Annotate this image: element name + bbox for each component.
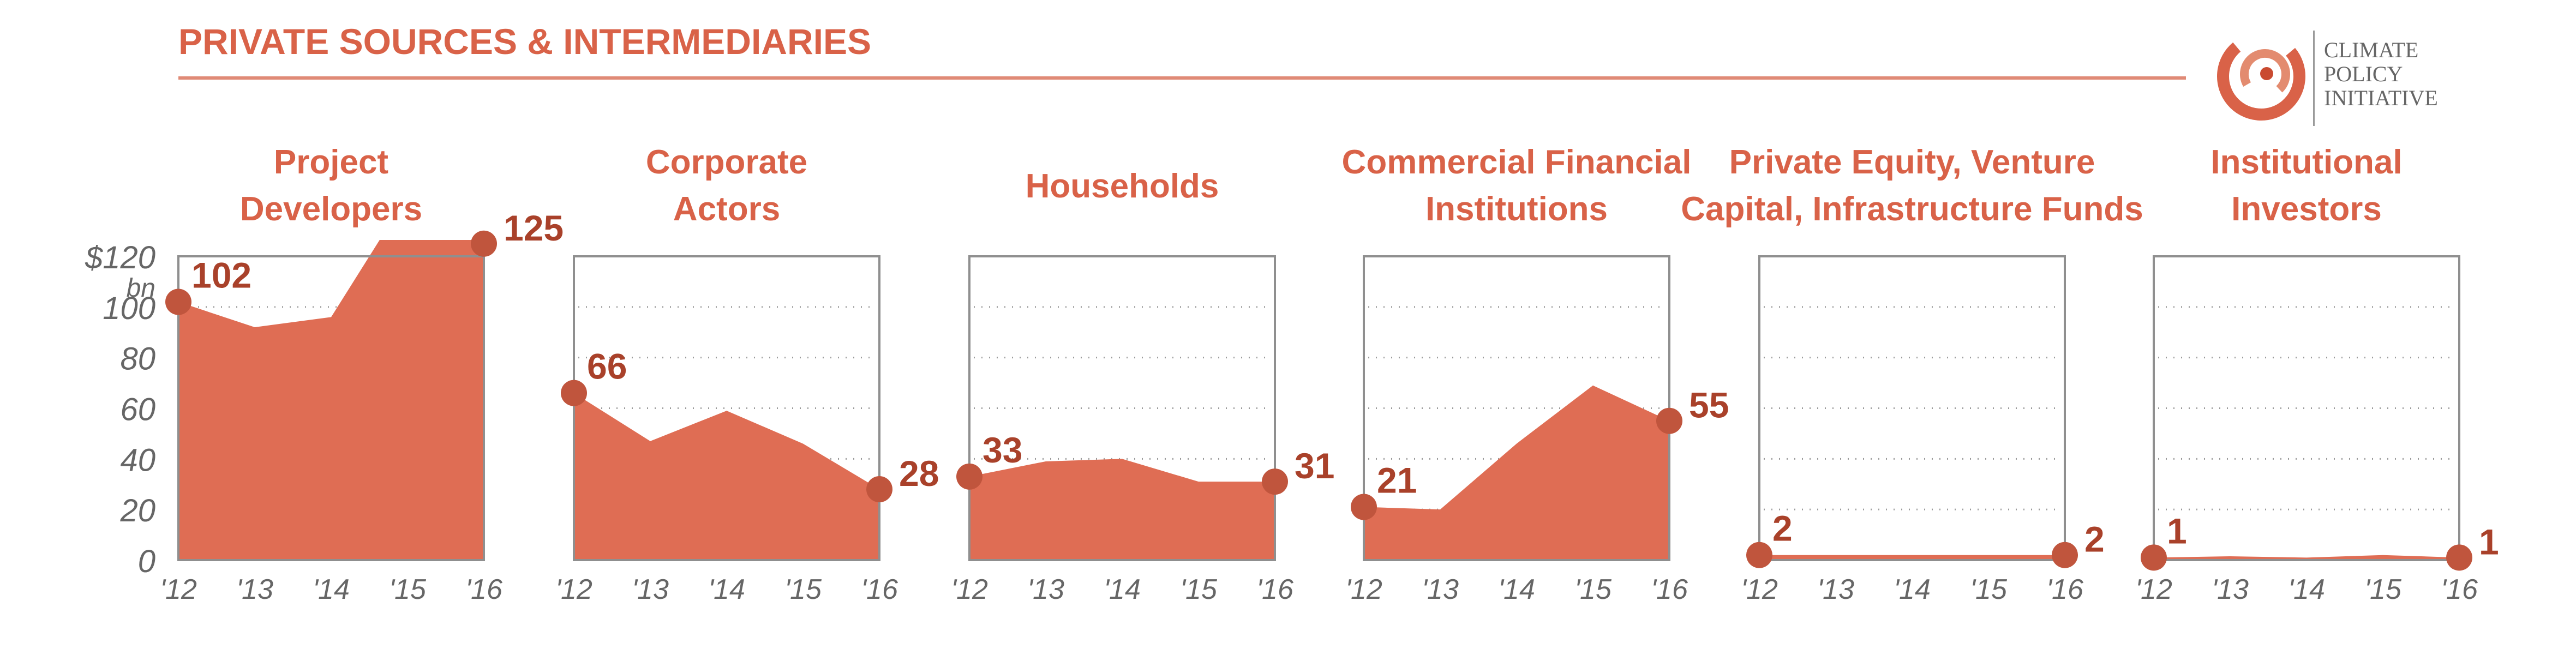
panel-title: Households bbox=[1026, 167, 1219, 205]
logo-line: INITIATIVE bbox=[2324, 86, 2438, 110]
area-series bbox=[1364, 385, 1669, 560]
logo-line: CLIMATE bbox=[2324, 38, 2419, 62]
start-value-label: 1 bbox=[2167, 510, 2187, 551]
y-tick-label: 20 bbox=[119, 493, 155, 528]
start-point bbox=[1746, 542, 1772, 568]
x-tick-label: '15 bbox=[1970, 574, 2008, 605]
x-tick-label: '16 bbox=[465, 574, 502, 605]
end-value-label: 2 bbox=[2084, 519, 2105, 560]
panel-title: Developers bbox=[240, 190, 422, 228]
x-tick-label: '14 bbox=[708, 574, 745, 605]
end-point bbox=[1656, 407, 1682, 434]
x-tick-label: '16 bbox=[1651, 574, 1688, 605]
area-series bbox=[178, 240, 484, 560]
start-point bbox=[1351, 494, 1377, 520]
panel-frame bbox=[573, 255, 880, 561]
x-tick-label: '15 bbox=[784, 574, 822, 605]
y-tick-label: 60 bbox=[120, 392, 155, 428]
x-tick-label: '15 bbox=[2364, 574, 2402, 605]
end-value-label: 31 bbox=[1295, 446, 1334, 486]
end-value-label: 55 bbox=[1689, 385, 1729, 425]
panel-title: Investors bbox=[2231, 190, 2382, 228]
panel-title: Corporate bbox=[646, 143, 807, 181]
x-tick-label: '16 bbox=[1256, 574, 1293, 605]
end-value-label: 1 bbox=[2479, 521, 2499, 562]
panel-title: Institutions bbox=[1425, 190, 1608, 228]
x-tick-label: '13 bbox=[632, 574, 669, 605]
x-tick-label: '12 bbox=[951, 574, 988, 605]
end-point bbox=[2052, 542, 2078, 568]
x-tick-label: '16 bbox=[2046, 574, 2083, 605]
start-point bbox=[2141, 544, 2167, 571]
end-point bbox=[471, 230, 497, 257]
panel-title: Private Equity, Venture bbox=[1729, 143, 2095, 181]
start-point bbox=[165, 289, 191, 315]
end-value-label: 125 bbox=[504, 208, 564, 248]
y-unit-label: bn bbox=[127, 274, 155, 303]
x-tick-label: '15 bbox=[1180, 574, 1218, 605]
y-tick-label: $120 bbox=[85, 240, 155, 275]
start-point bbox=[561, 380, 587, 406]
y-tick-label: 100 bbox=[103, 291, 155, 326]
x-tick-label: '16 bbox=[2441, 574, 2478, 605]
x-tick-label: '14 bbox=[1894, 574, 1931, 605]
x-tick-label: '16 bbox=[861, 574, 898, 605]
cpi-swirl-icon bbox=[2217, 32, 2305, 121]
area-series bbox=[969, 459, 1275, 560]
start-value-label: 66 bbox=[587, 346, 627, 387]
x-tick-label: '12 bbox=[1741, 574, 1778, 605]
end-value-label: 28 bbox=[899, 453, 939, 494]
y-tick-label: 80 bbox=[120, 341, 155, 377]
panel-title: Actors bbox=[673, 190, 780, 228]
x-tick-label: '15 bbox=[1574, 574, 1612, 605]
area-series bbox=[2154, 555, 2459, 560]
panel-title: Project bbox=[274, 143, 388, 181]
panel-frame bbox=[1758, 255, 2066, 561]
y-tick-label: 40 bbox=[120, 442, 155, 478]
logo-line: POLICY bbox=[2324, 62, 2403, 86]
start-value-label: 33 bbox=[983, 430, 1022, 470]
x-tick-label: '13 bbox=[236, 574, 273, 605]
cpi-logo: CLIMATE POLICY INITIATIVE bbox=[2215, 22, 2553, 131]
panel-title: Capital, Infrastructure Funds bbox=[1681, 190, 2143, 228]
area-series bbox=[574, 393, 879, 560]
x-tick-label: '13 bbox=[2212, 574, 2249, 605]
x-tick-label: '15 bbox=[389, 574, 427, 605]
end-point bbox=[1262, 468, 1288, 495]
x-tick-label: '12 bbox=[2135, 574, 2172, 605]
start-value-label: 2 bbox=[1772, 508, 1793, 549]
start-point bbox=[956, 463, 983, 490]
end-point bbox=[866, 476, 892, 503]
x-tick-label: '14 bbox=[1498, 574, 1535, 605]
x-tick-label: '13 bbox=[1817, 574, 1854, 605]
logo-wordmark: CLIMATE POLICY INITIATIVE bbox=[2324, 38, 2438, 110]
x-tick-label: '14 bbox=[1104, 574, 1141, 605]
panel-frame bbox=[968, 255, 1276, 561]
x-tick-label: '13 bbox=[1422, 574, 1459, 605]
start-value-label: 21 bbox=[1377, 460, 1417, 501]
area-series bbox=[1759, 555, 2065, 560]
y-tick-label: 0 bbox=[138, 544, 155, 579]
header-rule bbox=[178, 76, 2186, 80]
x-tick-label: '12 bbox=[160, 574, 197, 605]
x-tick-label: '13 bbox=[1027, 574, 1064, 605]
page-title: PRIVATE SOURCES & INTERMEDIARIES bbox=[178, 21, 872, 62]
end-point bbox=[2446, 544, 2472, 571]
panel-frame bbox=[177, 255, 485, 561]
x-tick-label: '14 bbox=[313, 574, 350, 605]
x-tick-label: '12 bbox=[555, 574, 592, 605]
panel-title: Commercial Financial bbox=[1342, 143, 1692, 181]
start-value-label: 102 bbox=[191, 255, 251, 296]
x-tick-label: '14 bbox=[2288, 574, 2325, 605]
logo-divider bbox=[2313, 31, 2315, 126]
panel-frame bbox=[2153, 255, 2460, 561]
x-tick-label: '12 bbox=[1345, 574, 1382, 605]
panel-title: Institutional bbox=[2210, 143, 2402, 181]
